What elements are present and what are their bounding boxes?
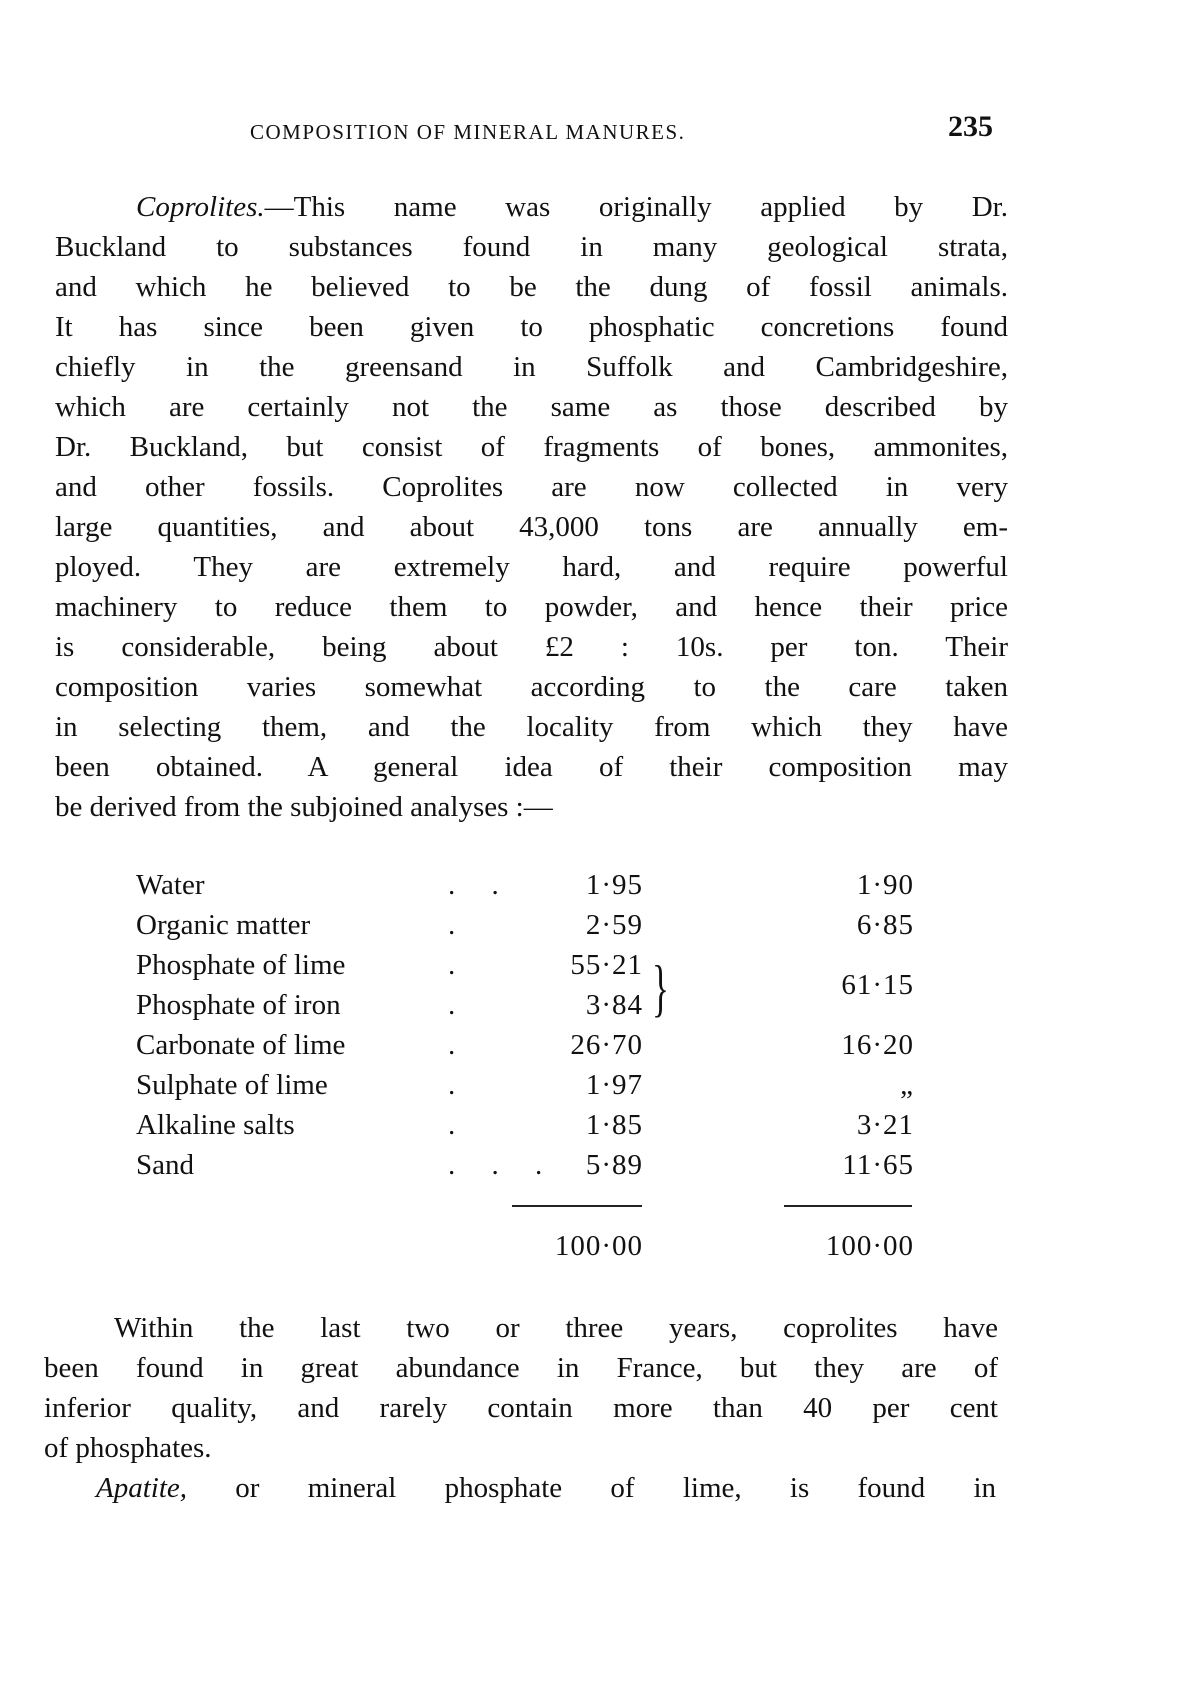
analysis-1-value: 1·97 — [585, 1069, 643, 1101]
text-line: and other fossils. Coprolites are now co… — [55, 467, 1008, 507]
leader-dots: . — [448, 949, 456, 981]
line-text: of phosphates. — [44, 1432, 212, 1464]
analysis-2-value: 6·85 — [856, 909, 914, 941]
text-line: which are certainly not the same as thos… — [55, 387, 1008, 427]
line-text: ployed. They are extremely hard, and req… — [55, 551, 1008, 583]
table-row: Phosphate of lime. 55·21 — [136, 945, 936, 985]
line-text: —This name was originally applied by Dr. — [264, 191, 1008, 223]
sum-rule-2 — [784, 1205, 912, 1207]
line-text: composition varies somewhat according to… — [55, 671, 1008, 703]
text-line: composition varies somewhat according to… — [55, 667, 1008, 707]
line-text: is considerable, being about £2 : 10s. p… — [55, 631, 1008, 663]
brace: } — [652, 952, 669, 1023]
analysis-2-value: 16·20 — [841, 1029, 914, 1061]
row-label: Sand — [136, 1149, 194, 1181]
line-text: been found in great abundance in France,… — [44, 1352, 998, 1384]
row-label: Alkaline salts — [136, 1109, 295, 1141]
text-line: Buckland to substances found in many geo… — [55, 227, 1008, 267]
leader-dots: . — [448, 1109, 456, 1141]
row-label: Phosphate of iron — [136, 989, 341, 1021]
line-text: in selecting them, and the locality from… — [55, 711, 1008, 743]
line-text: machinery to reduce them to powder, and … — [55, 591, 1008, 623]
text-line: be derived from the subjoined analyses :… — [55, 787, 1008, 827]
text-line: large quantities, and about 43,000 tons … — [55, 507, 1008, 547]
combined-value: 61·15 — [841, 969, 914, 1001]
line-text: Within the last two or three years, copr… — [114, 1312, 998, 1344]
running-header: COMPOSITION OF MINERAL MANURES. — [250, 120, 686, 144]
row-label: Sulphate of lime — [136, 1069, 328, 1101]
table-row: Organic matter. 2·59 6·85 — [136, 905, 936, 945]
row-label: Water — [136, 869, 205, 901]
page-number: 235 — [948, 110, 993, 143]
leader-dots: . — [448, 989, 456, 1021]
line-text: which are certainly not the same as thos… — [55, 391, 1008, 423]
row-label: Phosphate of lime — [136, 949, 346, 981]
table-row: Carbonate of lime. 26·70 16·20 — [136, 1025, 936, 1065]
row-label: Carbonate of lime — [136, 1029, 346, 1061]
analysis-2-value: 3·21 — [856, 1109, 914, 1141]
analysis-2-value: 11·65 — [842, 1149, 914, 1181]
line-text: Buckland to substances found in many geo… — [55, 231, 1008, 263]
analysis-1-value: 26·70 — [570, 1029, 643, 1061]
total-1: 100·00 — [554, 1230, 643, 1262]
apatite-heading: Apatite, — [96, 1472, 188, 1504]
line-text: be derived from the subjoined analyses :… — [55, 791, 553, 823]
text-line: been obtained. A general idea of their c… — [55, 747, 1008, 787]
line-text: chiefly in the greensand in Suffolk and … — [55, 351, 1008, 383]
section-heading: Coprolites. — [136, 191, 265, 223]
analysis-1-value: 3·84 — [585, 989, 643, 1021]
text-line: Dr. Buckland, but consist of fragments o… — [55, 427, 1008, 467]
analysis-1-value: 1·95 — [585, 869, 643, 901]
leader-dots: . — [448, 1029, 456, 1061]
text-line: chiefly in the greensand in Suffolk and … — [55, 347, 1008, 387]
text-line: is considerable, being about £2 : 10s. p… — [55, 627, 1008, 667]
text-line: It has since been given to phosphatic co… — [55, 307, 1008, 347]
line-text: and which he believed to be the dung of … — [55, 271, 1008, 303]
text-line: Within the last two or three years, copr… — [114, 1308, 998, 1348]
apatite-text: or mineral phosphate of lime, is found i… — [235, 1472, 997, 1504]
totals-row: 100·00 100·00 — [136, 1226, 936, 1266]
text-line: machinery to reduce them to powder, and … — [55, 587, 1008, 627]
text-line: been found in great abundance in France,… — [44, 1348, 998, 1388]
sum-rule-1 — [512, 1205, 642, 1207]
line-text: Dr. Buckland, but consist of fragments o… — [55, 431, 1008, 463]
table-row: Sand. . . 5·89 11·65 — [136, 1145, 936, 1185]
table-row: Phosphate of iron. 3·84 — [136, 985, 936, 1025]
text-line: in selecting them, and the locality from… — [55, 707, 1008, 747]
line-text: and other fossils. Coprolites are now co… — [55, 471, 1008, 503]
table-row: Water. . 1·95 1·90 — [136, 865, 936, 905]
analysis-1-value: 2·59 — [585, 909, 643, 941]
line-text: been obtained. A general idea of their c… — [55, 751, 1008, 783]
analysis-1-value: 55·21 — [570, 949, 643, 981]
leader-dots: . — [448, 1069, 456, 1101]
analysis-2-value: 1·90 — [856, 869, 914, 901]
row-label: Organic matter — [136, 909, 311, 941]
text-line: and which he believed to be the dung of … — [55, 267, 1008, 307]
analysis-1-value: 5·89 — [585, 1149, 643, 1181]
table-row: Alkaline salts. 1·85 3·21 — [136, 1105, 936, 1145]
table-row: Sulphate of lime. 1·97 „ — [136, 1065, 936, 1105]
total-2: 100·00 — [825, 1230, 914, 1262]
line-text: It has since been given to phosphatic co… — [55, 311, 1008, 343]
text-line: inferior quality, and rarely contain mor… — [44, 1388, 998, 1428]
text-line: of phosphates. — [44, 1428, 998, 1468]
paragraph-apatite: Apatite, or mineral phosphate of lime, i… — [96, 1468, 996, 1508]
row-combined-phosphates: 61·15 — [136, 965, 936, 1005]
text-line: Coprolites.—This name was originally app… — [136, 187, 1008, 227]
line-text: inferior quality, and rarely contain mor… — [44, 1392, 998, 1424]
analysis-2-value: „ — [900, 1069, 914, 1101]
text-line: ployed. They are extremely hard, and req… — [55, 547, 1008, 587]
leader-dots: . — [448, 909, 456, 941]
line-text: large quantities, and about 43,000 tons … — [55, 511, 1008, 543]
analysis-1-value: 1·85 — [585, 1109, 643, 1141]
